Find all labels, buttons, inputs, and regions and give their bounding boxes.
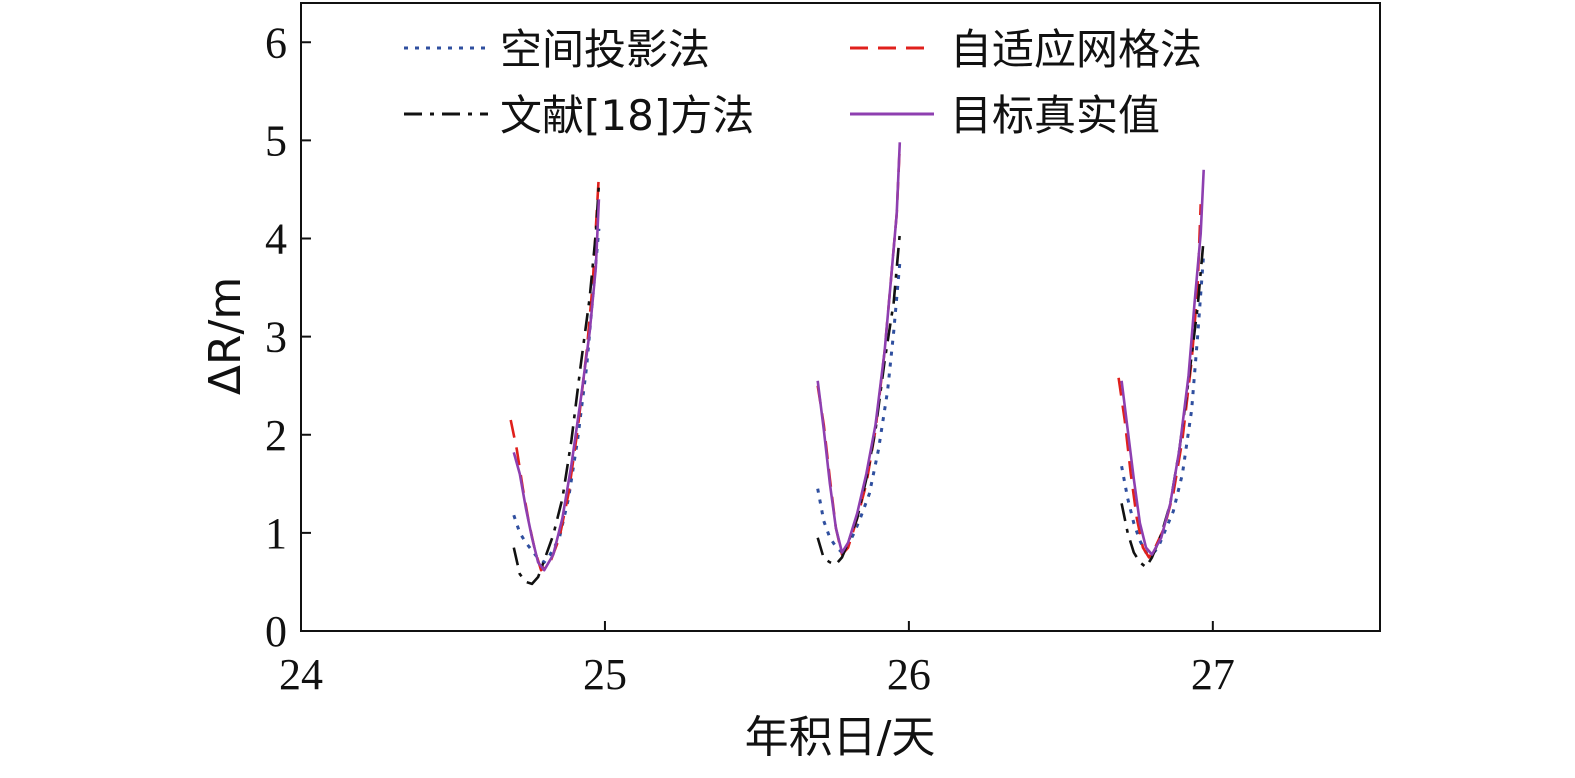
series-line-ground-truth-3 — [1120, 169, 1205, 556]
x-tick-label: 25 — [583, 650, 627, 699]
y-axis: 0 1 2 3 4 5 6 — [265, 18, 311, 656]
series-line-space-projection-3 — [1120, 253, 1206, 556]
legend-label-ground-truth: 目标真实值 — [950, 91, 1160, 140]
series-line-reference-18-2 — [816, 233, 902, 566]
legend-label-space-projection: 空间投影法 — [500, 25, 710, 74]
y-tick-label: 3 — [265, 313, 287, 362]
y-axis-title: ΔR/m — [200, 277, 251, 395]
legend-label-adaptive-grid: 自适应网格法 — [950, 25, 1202, 74]
y-tick-label: 4 — [265, 215, 287, 264]
x-axis-title: 年积日/天 — [745, 712, 936, 763]
legend: 空间投影法 自适应网格法 文献[18]方法 目标真实值 — [404, 25, 1202, 140]
y-tick-label: 2 — [265, 411, 287, 460]
series-line-ground-truth-2 — [816, 142, 902, 554]
x-tick-label: 27 — [1191, 650, 1235, 699]
y-tick-label: 0 — [265, 607, 287, 656]
y-tick-label: 5 — [265, 116, 287, 165]
x-tick-label: 24 — [279, 650, 323, 699]
series-layer — [509, 142, 1206, 586]
series-line-reference-18-1 — [512, 184, 601, 586]
series-line-space-projection-1 — [512, 228, 601, 564]
legend-label-reference-18: 文献[18]方法 — [500, 91, 754, 140]
plot-frame — [300, 2, 1381, 632]
series-line-ground-truth-1 — [512, 199, 601, 572]
y-tick-label: 6 — [265, 18, 287, 67]
y-tick-label: 1 — [265, 509, 287, 558]
series-line-adaptive-grid-3 — [1117, 204, 1202, 559]
x-tick-label: 26 — [887, 650, 931, 699]
x-axis: 24 25 26 27 — [279, 621, 1235, 699]
